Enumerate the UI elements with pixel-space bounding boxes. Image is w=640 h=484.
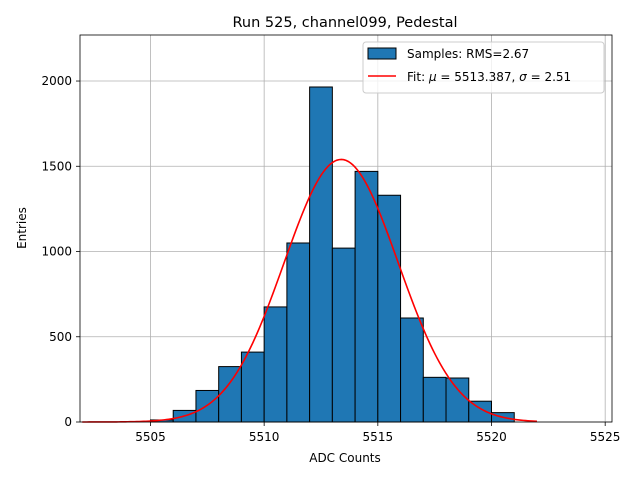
y-tick-label: 1000 xyxy=(41,245,72,259)
histogram-bar xyxy=(422,376,447,423)
legend: Samples: RMS=2.67 Fit: μ = 5513.387, σ =… xyxy=(362,41,605,94)
y-axis-label: Entries xyxy=(15,207,29,249)
histogram-bar xyxy=(331,247,356,423)
histogram-bar xyxy=(263,306,288,423)
histogram-bar xyxy=(354,170,379,423)
histogram-bar xyxy=(400,317,424,423)
y-tick-label: 500 xyxy=(49,330,72,344)
histogram-bar xyxy=(445,377,470,423)
y-tick-label: 2000 xyxy=(41,74,72,88)
histogram-bar xyxy=(195,389,220,423)
legend-label-fit: Fit: μ = 5513.387, σ = 2.51 xyxy=(407,70,571,84)
legend-frame xyxy=(362,41,605,94)
x-tick-label: 5525 xyxy=(590,430,621,444)
x-tick-label: 5510 xyxy=(249,430,280,444)
plot-frame xyxy=(79,34,613,423)
x-tick-label: 5505 xyxy=(135,430,166,444)
histogram-bar xyxy=(240,351,265,423)
x-tick-label: 5515 xyxy=(363,430,394,444)
histogram-bar xyxy=(377,194,402,423)
y-tick-label: 1500 xyxy=(41,159,72,173)
histogram-bar xyxy=(286,242,311,423)
legend-label-samples: Samples: RMS=2.67 xyxy=(407,47,529,61)
x-tick-label: 5520 xyxy=(476,430,507,444)
legend-swatch-samples xyxy=(367,47,397,60)
x-axis-label: ADC Counts xyxy=(309,451,381,465)
histogram-bar xyxy=(218,366,242,423)
histogram-bar xyxy=(309,86,333,423)
fit-curve-layer xyxy=(82,158,538,423)
chart-title: Run 525, channel099, Pedestal xyxy=(232,15,457,31)
y-tick-label: 0 xyxy=(64,415,72,429)
axes: 5505 5510 5515 5520 5525 0 500 1000 1500 2000 xyxy=(41,34,621,444)
fit-curve xyxy=(82,158,538,423)
